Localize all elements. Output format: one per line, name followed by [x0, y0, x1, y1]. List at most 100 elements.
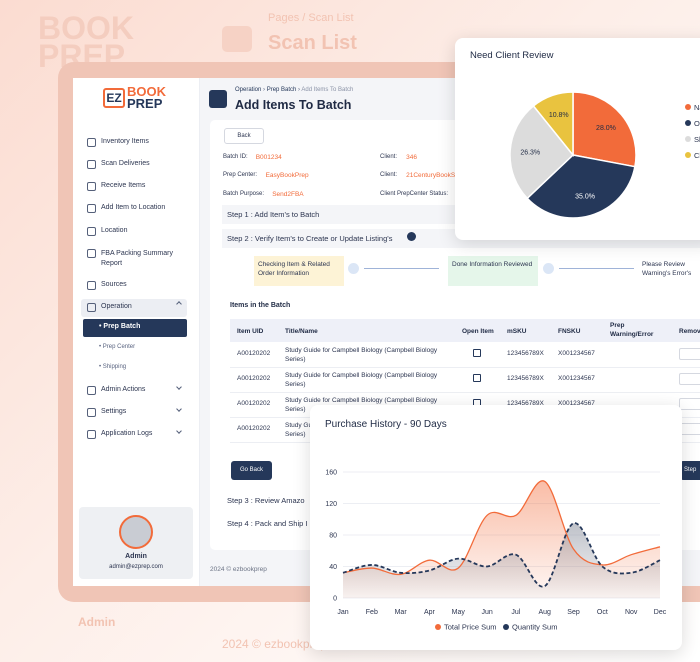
menu-item[interactable]: Scan Deliveries	[101, 160, 150, 167]
breadcrumb-item[interactable]: Operation	[235, 87, 262, 93]
menu-item[interactable]: Operation	[101, 303, 132, 310]
table-header-bg	[230, 319, 700, 342]
column-header: Open Item	[462, 328, 494, 335]
legend-label: Total Price Sum	[444, 623, 497, 632]
table-cell: 123456789X	[507, 350, 544, 357]
menu-item[interactable]: • Shipping	[99, 364, 127, 370]
column-header: mSKU	[507, 328, 527, 335]
page-title: Add Items To Batch	[235, 98, 352, 112]
pie-card: Need Client Review 28.0% Na 35.0% Or 26.3% Sh…	[455, 38, 700, 240]
table-caption: Items in the Batch	[230, 302, 291, 309]
open-item-icon[interactable]	[473, 374, 481, 382]
menu-item[interactable]: Settings	[101, 408, 127, 415]
line-chart: 0 40 80 120 160 Jan Feb Mar Apr May Jun Jul Aug Sep Oc…	[325, 470, 666, 632]
menu-icon	[87, 386, 96, 395]
menu-item[interactable]: • Prep Center	[99, 344, 136, 350]
column-header: Item UID	[237, 328, 264, 335]
y-tick-label: 120	[325, 501, 337, 508]
backdrop-footer: 2024 © ezbookprep	[222, 637, 327, 651]
remove-box[interactable]	[679, 423, 700, 435]
menu-icon	[87, 160, 96, 169]
field-value: Send2FBA	[272, 190, 304, 198]
step-title[interactable]: Step 2 : Verify Item's to Create or Upda…	[227, 234, 393, 243]
field-label: Client PrepCenter Status:	[380, 191, 449, 197]
remove-box[interactable]	[679, 398, 700, 410]
menu-icon	[87, 430, 96, 439]
progress-step: Done Information Reviewed	[448, 256, 538, 286]
slice-label: 28.0%	[596, 125, 616, 132]
column-header: Prep Warning/Error	[610, 322, 654, 338]
table-cell: X001234567	[558, 400, 595, 407]
open-item-icon[interactable]	[473, 349, 481, 357]
field-value: B001234	[255, 153, 282, 161]
table-cell: 123456789X	[507, 400, 544, 407]
menu-item[interactable]: Sources	[101, 281, 127, 288]
step-title[interactable]: Step 3 : Review Amazo	[227, 496, 305, 505]
pie-slice	[532, 91, 574, 158]
legend-label: Or	[694, 119, 700, 128]
menu-item[interactable]: FBA Packing Summary Report	[101, 250, 173, 267]
legend-label: Quantity Sum	[512, 623, 557, 632]
logo-word: PREP	[127, 96, 163, 111]
menu-item[interactable]: Application Logs	[101, 430, 153, 437]
pie-slice	[509, 104, 575, 200]
field-label: Client:	[380, 172, 398, 178]
menu-item[interactable]: Receive Items	[101, 182, 146, 189]
field-label: Prep Center:	[223, 172, 258, 178]
remove-box[interactable]	[679, 373, 700, 385]
go-back-button[interactable]: Go Back	[231, 461, 272, 480]
step-title[interactable]: Step 1 : Add Item's to Batch	[227, 210, 320, 219]
y-tick-label: 0	[333, 596, 337, 603]
separator: ›	[296, 87, 302, 93]
field-value: 346	[406, 153, 417, 161]
menu-item[interactable]: Location	[101, 227, 128, 234]
sidebar: EZ BOOK PREP Admin admin@ezprep.com Inve…	[73, 78, 200, 586]
slice-label: 26.3%	[520, 150, 540, 157]
menu-item[interactable]: Inventory Items	[101, 138, 149, 145]
menu-item[interactable]: Admin Actions	[101, 386, 146, 393]
x-tick-label: Aug	[538, 609, 551, 616]
chevron	[176, 428, 182, 434]
breadcrumb-item[interactable]: Add Items To Batch	[301, 87, 354, 93]
next-button[interactable]: Step	[680, 461, 700, 480]
x-tick-label: May	[452, 609, 466, 616]
progress-line	[364, 268, 439, 269]
table-cell: A00120202	[237, 425, 271, 432]
menu-item[interactable]: • Prep Batch	[99, 323, 141, 330]
menu-icon	[87, 204, 96, 213]
legend-label: Na	[694, 103, 700, 112]
chevron	[176, 384, 182, 390]
back-button[interactable]: Back	[224, 128, 264, 144]
menu-icon	[87, 227, 96, 236]
field-label: Batch Purpose:	[223, 191, 265, 197]
legend-swatch	[685, 104, 691, 110]
chart-title: Need Client Review	[470, 50, 554, 61]
progress-line	[559, 268, 634, 269]
legend-swatch	[503, 624, 509, 630]
slice-label: 10.8%	[549, 112, 569, 119]
series-area	[343, 522, 660, 598]
x-tick-label: Mar	[395, 609, 408, 616]
line-card: Purchase History - 90 Days 0 40 80 120 160 Ja…	[310, 405, 682, 650]
table-cell: X001234567	[558, 350, 595, 357]
menu-item[interactable]: Add Item to Location	[101, 204, 166, 211]
separator: ›	[261, 87, 267, 93]
breadcrumb-item[interactable]: Prep Batch	[266, 87, 297, 93]
menu-icon	[87, 303, 96, 312]
backdrop-menu-icon	[222, 26, 252, 52]
chevron	[176, 406, 182, 412]
backdrop-title: Scan List	[268, 32, 357, 54]
avatar	[119, 515, 153, 549]
step-title[interactable]: Step 4 : Pack and Ship I	[227, 519, 308, 528]
remove-box[interactable]	[679, 348, 700, 360]
series-line	[342, 480, 661, 576]
menu-toggle[interactable]	[209, 90, 227, 108]
logo-mark: EZ	[103, 88, 125, 108]
pie-slice	[572, 91, 637, 168]
profile-card: Admin admin@ezprep.com	[79, 507, 193, 579]
check-circle	[348, 263, 359, 274]
field-label: Batch ID:	[223, 154, 248, 160]
column-header: Title/Name	[285, 328, 318, 335]
y-tick-label: 40	[329, 564, 337, 571]
